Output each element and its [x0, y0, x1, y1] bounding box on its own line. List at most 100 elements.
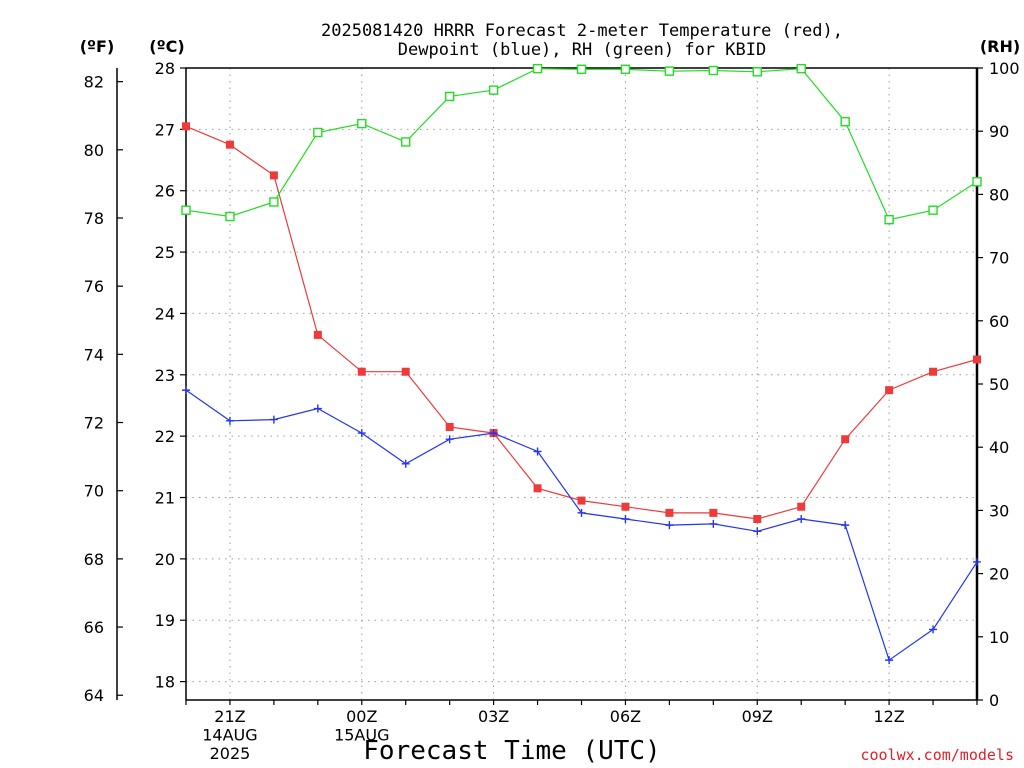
- rh-tick-label: 80: [989, 185, 1009, 204]
- chart-title-line-1: 2025081420 HRRR Forecast 2-meter Tempera…: [321, 21, 843, 41]
- fahrenheit-tick-label: 66: [84, 618, 104, 637]
- fahrenheit-tick-label: 70: [84, 482, 104, 501]
- dewpoint-point: [401, 459, 410, 468]
- celsius-tick-label: 22: [155, 427, 175, 446]
- rh-point: [708, 65, 719, 76]
- rh-tick-label: 20: [989, 565, 1009, 584]
- dewpoint-point: [885, 656, 894, 665]
- rh-point: [181, 205, 191, 215]
- celsius-tick-label: 28: [155, 59, 175, 78]
- plot-frame: [185, 67, 978, 701]
- x-tick-label: 21Z: [214, 707, 245, 726]
- dewpoint-point: [709, 519, 718, 528]
- series-line-dewpoint: [185, 389, 978, 662]
- rh-point: [357, 118, 367, 129]
- dewpoint-point: [621, 514, 630, 523]
- rh-point: [532, 63, 543, 74]
- dewpoint-point: [577, 508, 586, 517]
- x-tick-label: 14AUG: [202, 726, 257, 745]
- fahrenheit-tick-label: 74: [84, 345, 104, 364]
- grid-lines: [186, 67, 977, 700]
- celsius-tick-label: 26: [155, 182, 175, 201]
- axis-ticks: 18 19 20 21 22 23 24 25 26 27 28 64 66 68 70 72 74 76 78 80…: [84, 59, 1020, 763]
- rh-point: [664, 66, 675, 76]
- rh-tick-label: 60: [989, 312, 1009, 331]
- rh-point: [928, 205, 938, 215]
- rh-tick-label: 0: [989, 691, 999, 710]
- celsius-tick-label: 18: [155, 673, 175, 692]
- rh-tick-label: 90: [989, 122, 1009, 141]
- dewpoint-point: [489, 429, 498, 438]
- celsius-tick-label: 27: [155, 120, 175, 139]
- celsius-tick-label: 23: [155, 366, 175, 385]
- fahrenheit-tick-label: 72: [84, 414, 104, 433]
- x-tick-label: 2025: [210, 744, 251, 763]
- celsius-tick-label: 21: [155, 489, 175, 508]
- temperature-point: [973, 355, 981, 364]
- dewpoint-point: [665, 521, 674, 530]
- dewpoint-point: [753, 527, 762, 536]
- fahrenheit-tick-label: 82: [84, 73, 104, 92]
- fahrenheit-tick-label: 80: [84, 141, 104, 160]
- temperature-point: [621, 502, 630, 511]
- dewpoint-point: [841, 521, 850, 530]
- rh-point: [576, 64, 587, 74]
- fahrenheit-tick-label: 78: [84, 209, 104, 228]
- dewpoint-point: [797, 514, 806, 523]
- celsius-tick-label: 24: [155, 304, 175, 323]
- rh-point: [225, 211, 235, 222]
- celsius-tick-label: 19: [155, 611, 175, 630]
- series-line-rh: [185, 67, 978, 221]
- dewpoint-point: [357, 429, 366, 438]
- rh-point: [752, 67, 762, 77]
- rh-tick-label: 40: [989, 438, 1009, 457]
- rh-tick-label: 100: [989, 59, 1020, 78]
- rh-tick-label: 50: [989, 375, 1009, 394]
- x-tick-label: 15AUG: [334, 726, 389, 745]
- rh-tick-label: 10: [989, 628, 1009, 647]
- rh-unit-label: (RH): [980, 37, 1020, 56]
- series-group: [181, 63, 982, 665]
- x-tick-label: 00Z: [346, 707, 377, 726]
- rh-point: [269, 197, 279, 207]
- dewpoint-point: [533, 447, 542, 456]
- rh-tick-label: 30: [989, 501, 1009, 520]
- rh-point: [488, 85, 499, 95]
- x-tick-label: 06Z: [610, 707, 641, 726]
- dewpoint-point: [182, 386, 190, 395]
- rh-point: [313, 127, 323, 138]
- temperature-point: [401, 367, 410, 376]
- temperature-point: [577, 496, 586, 505]
- fahrenheit-tick-label: 76: [84, 277, 104, 296]
- rh-point: [840, 117, 850, 127]
- rh-point: [401, 137, 411, 147]
- x-tick-label: 12Z: [873, 707, 904, 726]
- dewpoint-point: [225, 416, 234, 425]
- dewpoint-point: [445, 435, 454, 444]
- rh-point: [796, 63, 806, 74]
- rh-tick-label: 70: [989, 249, 1009, 268]
- dewpoint-point: [313, 404, 322, 413]
- temperature-point: [665, 508, 674, 517]
- celsius-tick-label: 25: [155, 243, 175, 262]
- celsius-tick-label: 20: [155, 550, 175, 569]
- x-tick-label: 09Z: [742, 707, 773, 726]
- credit-text: coolwx.com/models: [860, 746, 1014, 764]
- chart-title-line-2: Dewpoint (blue), RH (green) for KBID: [398, 40, 766, 60]
- fahrenheit-unit-label: (ºF): [80, 37, 115, 56]
- fahrenheit-tick-label: 68: [84, 550, 104, 569]
- temperature-point: [709, 508, 718, 517]
- rh-point: [444, 91, 455, 102]
- temperature-point: [445, 422, 454, 431]
- rh-point: [620, 64, 631, 74]
- temperature-point: [929, 367, 938, 376]
- temperature-point: [885, 386, 894, 395]
- temperature-point: [269, 171, 278, 180]
- temperature-point: [533, 484, 542, 493]
- temperature-point: [753, 514, 762, 523]
- dewpoint-point: [269, 415, 278, 424]
- dewpoint-point: [929, 625, 938, 634]
- temperature-point: [357, 367, 366, 376]
- fahrenheit-tick-label: 64: [84, 686, 104, 705]
